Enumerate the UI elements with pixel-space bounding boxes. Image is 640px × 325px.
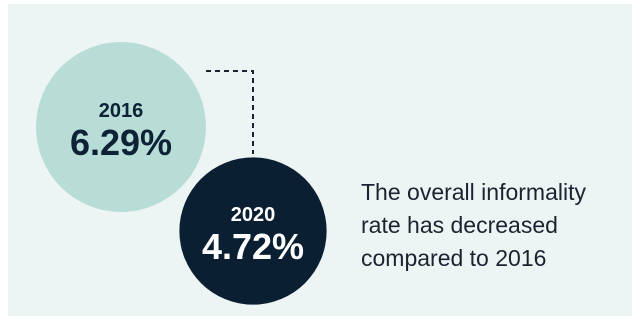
annotation-line-3: compared to 2016 <box>361 245 547 271</box>
bubble-2020 <box>179 157 327 305</box>
bubble-2016 <box>36 42 206 212</box>
value-label-2016: 6.29% <box>70 122 172 163</box>
year-label-2016: 2016 <box>99 100 144 122</box>
annotation-line-1: The overall informality <box>361 179 586 205</box>
infographic-panel: 2016 6.29% 2020 4.72% The overall informali… <box>8 4 632 316</box>
dashed-connector <box>206 70 254 154</box>
value-label-2020: 4.72% <box>202 226 304 267</box>
year-label-2020: 2020 <box>231 204 276 226</box>
annotation-text: The overall informality rate has decreas… <box>361 176 631 275</box>
annotation-line-2: rate has decreased <box>361 212 558 238</box>
